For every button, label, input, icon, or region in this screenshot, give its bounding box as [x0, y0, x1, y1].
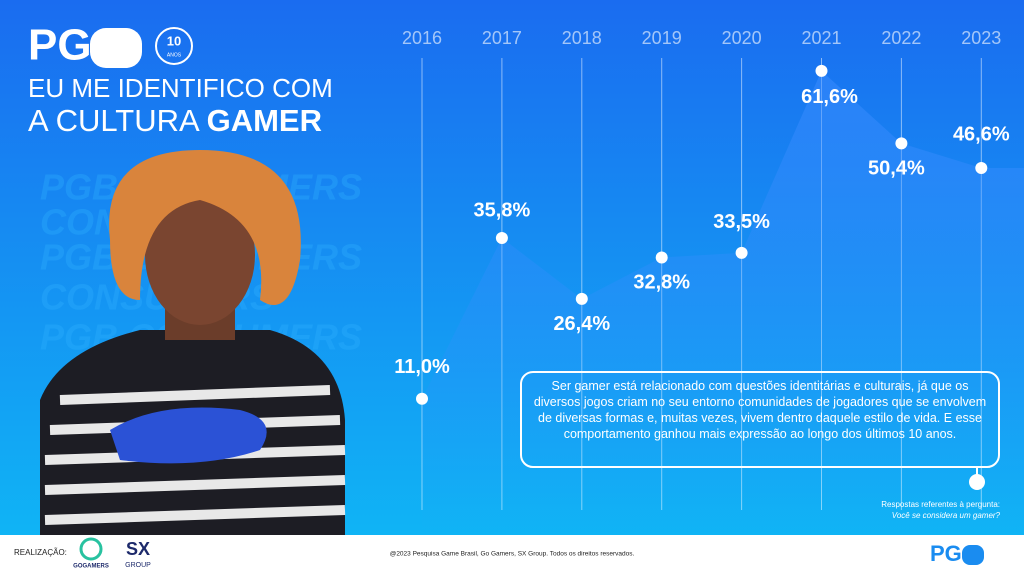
chart: 2016 2017 2018 2019 2020 2021 2022 2023 11,0% 35,… — [394, 28, 1024, 535]
year-label: 2018 — [562, 28, 602, 48]
note-container: Ser gamer está relacionado com questões … — [533, 379, 987, 441]
data-label: 61,6% — [801, 86, 858, 108]
footer-logo-icon — [962, 545, 984, 565]
data-point — [735, 246, 748, 259]
note-box — [520, 371, 1000, 468]
note-text: Ser gamer está relacionado com questões … — [533, 379, 987, 441]
source-line1: Respostas referentes à pergunta: — [881, 500, 1000, 509]
logo-text: PG — [28, 21, 92, 70]
data-point — [895, 137, 908, 150]
gogamers-text: GOGAMERS — [73, 564, 109, 570]
copyright: @2023 Pesquisa Game Brasil, Go Gamers, S… — [390, 551, 635, 558]
footer-bar — [0, 535, 1024, 576]
area — [422, 70, 1024, 535]
data-label: 32,8% — [633, 272, 690, 294]
year-label: 2022 — [881, 28, 921, 48]
note-dot — [969, 474, 985, 490]
title-line1: EU ME IDENTIFICO COM — [28, 73, 333, 103]
year-label: 2019 — [642, 28, 682, 48]
photo-person — [40, 150, 346, 535]
year-label: 2023 — [961, 28, 1001, 48]
footer-label: REALIZAÇÃO: — [14, 548, 67, 557]
logo-anniversary: 10 — [167, 33, 181, 48]
year-label: 2016 — [402, 28, 442, 48]
data-label: 50,4% — [868, 158, 925, 180]
footer-logo: PG — [930, 541, 962, 566]
source-line2: Você se considera um gamer? — [892, 511, 1001, 520]
sx-text: SX — [126, 539, 150, 559]
year-label: 2021 — [801, 28, 841, 48]
logo: PG 10 ANOS — [28, 21, 193, 70]
data-label: 11,0% — [394, 356, 450, 378]
gogamers-icon — [79, 537, 103, 561]
data-point — [495, 232, 508, 245]
title-bold: GAMER — [207, 103, 322, 138]
data-label: 26,4% — [553, 313, 610, 335]
data-point — [575, 292, 588, 305]
logo-anniversary-sub: ANOS — [167, 52, 182, 58]
data-label: 33,5% — [713, 211, 770, 233]
title-line2: A CULTURA GAMER — [28, 103, 322, 138]
data-label: 35,8% — [474, 199, 531, 221]
year-label: 2020 — [722, 28, 762, 48]
data-point — [655, 251, 668, 264]
data-point — [975, 162, 988, 175]
data-point — [815, 64, 828, 77]
year-label: 2017 — [482, 28, 522, 48]
data-point — [416, 392, 428, 405]
title-prefix: A CULTURA — [28, 103, 200, 138]
data-label: 46,6% — [953, 123, 1010, 145]
sx-sub: GROUP — [125, 562, 151, 569]
